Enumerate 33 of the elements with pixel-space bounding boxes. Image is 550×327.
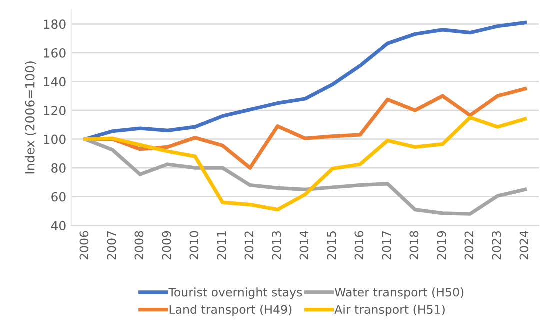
line-series — [83, 20, 528, 142]
x-tick-label: 2016 — [354, 231, 364, 260]
x-tick-label: 2015 — [327, 232, 336, 260]
legend-label: Tourist overnight stays — [168, 288, 302, 300]
y-tick-label: 60 — [52, 192, 66, 202]
y-tick-label: 80 — [52, 164, 66, 174]
x-tick-label: 2013 — [272, 231, 282, 260]
x-tick-label: 2007 — [107, 232, 116, 260]
x-tick-label: 2017 — [382, 232, 392, 260]
x-tick-label: 2023 — [492, 231, 502, 260]
x-tick-label: 2014 — [300, 231, 309, 260]
y-tick-label: 120 — [44, 106, 66, 116]
legend-label: Water transport (H50) — [334, 288, 464, 300]
y-tick-label: 40 — [51, 221, 66, 231]
y-axis-title: Index (2006=100) — [25, 62, 36, 174]
line-series — [83, 116, 528, 212]
y-tick-label: 100 — [44, 134, 66, 144]
line-series — [83, 137, 528, 216]
x-tick-label: 2018 — [410, 231, 419, 260]
legend-label: Air transport (H51) — [334, 304, 445, 316]
y-tick-label: 180 — [44, 20, 66, 30]
y-tick-label: 160 — [44, 48, 66, 58]
x-tick-label: 2010 — [190, 231, 199, 260]
x-tick-label: 2024 — [520, 231, 529, 260]
x-tick-label: 2009 — [162, 231, 172, 260]
y-tick-label: 140 — [44, 77, 66, 87]
x-tick-label: 2012 — [244, 232, 254, 260]
x-tick-label: 2008 — [134, 231, 144, 260]
x-tick-label: 2006 — [80, 231, 89, 260]
x-tick-label: 2011 — [217, 232, 226, 260]
legend-label: Land transport (H49) — [170, 304, 292, 316]
x-tick-label: 2019 — [437, 231, 446, 260]
x-tick-label: 2022 — [464, 232, 474, 260]
